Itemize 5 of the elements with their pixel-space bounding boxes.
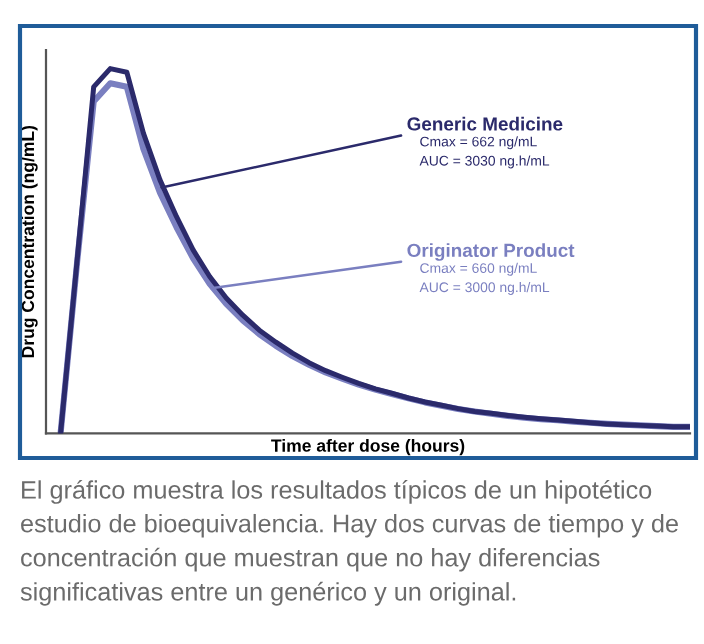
x-axis-title: Time after dose (hours) [271, 438, 465, 456]
text: El gráfico muestra los resultados típicos de un hipotético estudio de bioequivalencia. Hay dos curvas de tiempo y de concentración que muestran que no hay diferencias significativas entre un genérico y un original. [20, 480, 678, 606]
text: Generic Medicine [407, 116, 563, 131]
text: Originator Product [407, 243, 575, 261]
y-axis-title: Drug Concentration (ng/mL) [21, 125, 38, 358]
